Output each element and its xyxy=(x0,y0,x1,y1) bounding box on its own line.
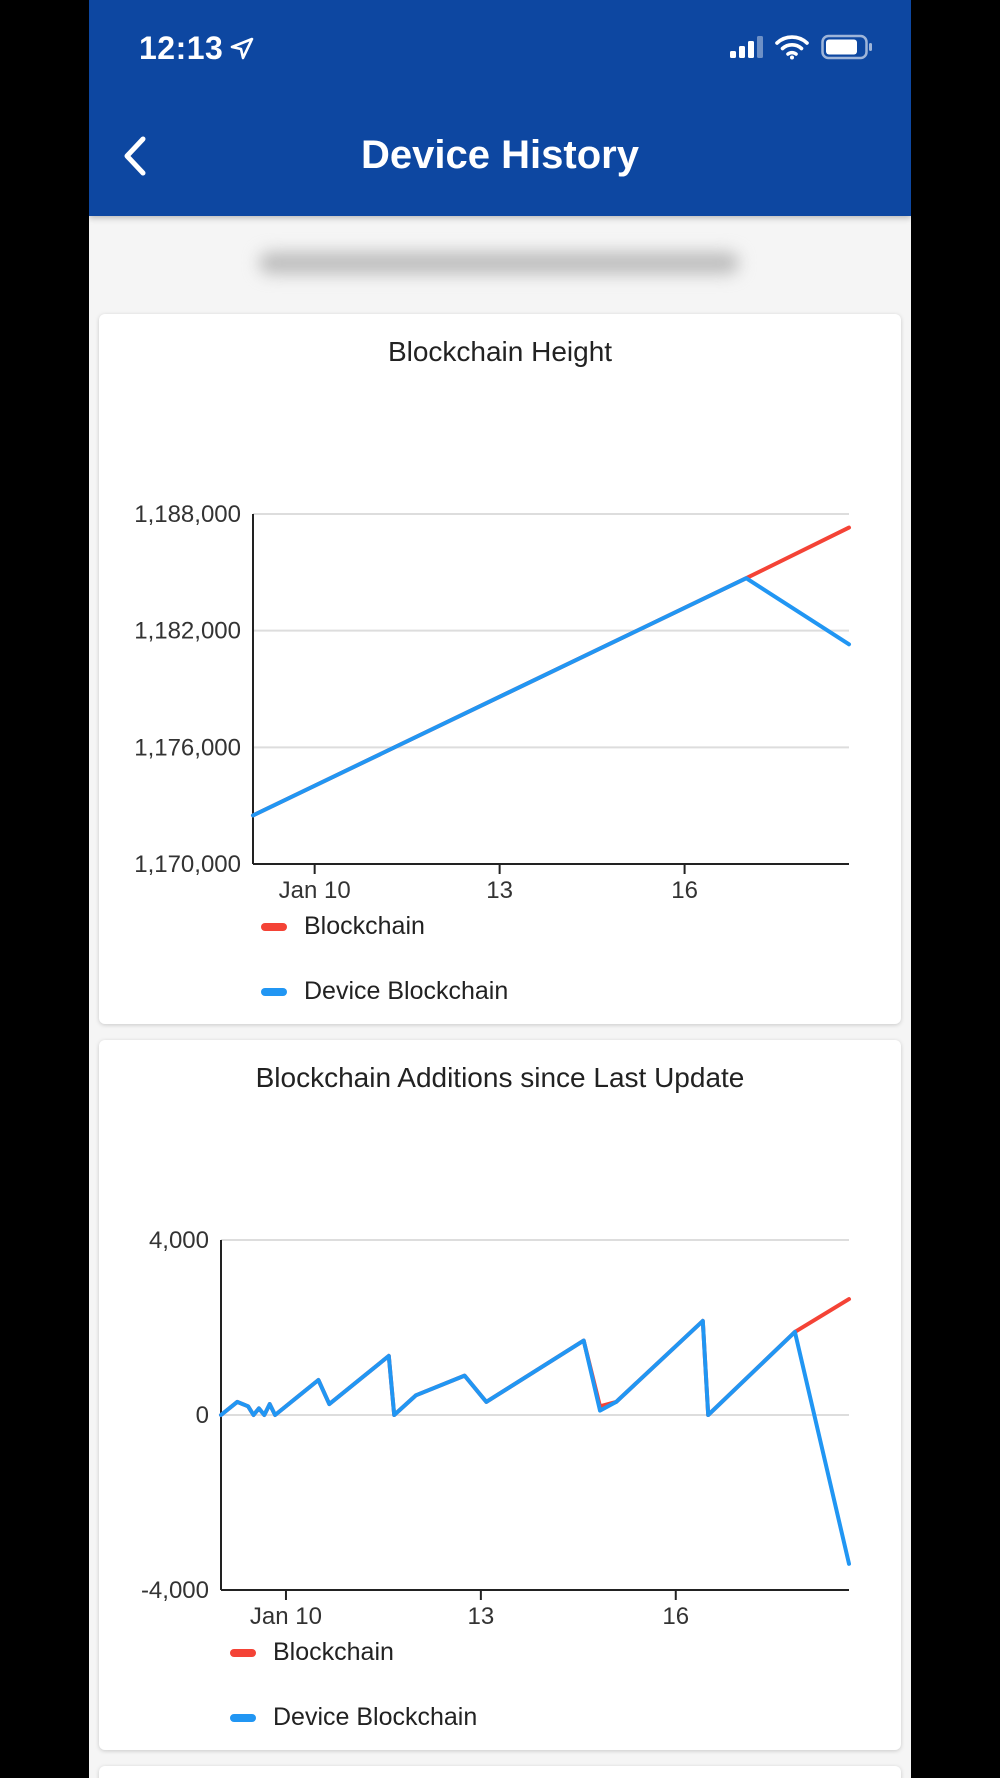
x-tick-label: 13 xyxy=(468,1603,495,1630)
legend-label: Blockchain xyxy=(273,1638,394,1666)
series-line-device-blockchain xyxy=(219,1318,851,1566)
redacted-device-name xyxy=(259,252,739,274)
legend-label: Device Blockchain xyxy=(304,977,509,1005)
legend-item-device-blockchain: Device Blockchain xyxy=(261,977,508,1006)
series-line-blockchain xyxy=(219,1297,851,1417)
legend-swatch xyxy=(230,1648,256,1657)
chart-card-blockchain-height: Blockchain Height 1,170,000 1,176,000 1,18… xyxy=(99,314,901,1024)
x-tick-label: Jan 10 xyxy=(250,1603,322,1630)
blockchain-additions-chart: -4,000 0 4,000 Jan 10 13 16 xyxy=(141,1227,851,1630)
legend-item-blockchain: Blockchain xyxy=(230,1638,394,1667)
y-tick-label: -4,000 xyxy=(141,1577,209,1604)
page-title: Device History xyxy=(361,133,639,177)
legend-label: Device Blockchain xyxy=(273,1703,478,1731)
y-tick-label: 1,182,000 xyxy=(134,618,241,645)
legend-swatch xyxy=(230,1713,256,1722)
blockchain-height-chart: 1,170,000 1,176,000 1,182,000 1,188,000 Jan … xyxy=(134,501,851,904)
chart-title: Blockchain Height xyxy=(387,336,613,367)
app-bar: 12:13 Devic xyxy=(89,0,911,216)
legend-swatch xyxy=(261,922,287,931)
y-tick-label: 0 xyxy=(196,1402,209,1429)
y-tick-label: 1,170,000 xyxy=(134,851,241,878)
chevron-left-icon xyxy=(124,136,146,176)
y-tick-label: 1,188,000 xyxy=(134,501,241,528)
status-icons xyxy=(729,34,873,60)
x-tick-label: 13 xyxy=(486,877,513,904)
x-tick-label: 16 xyxy=(671,877,698,904)
x-tick-label: 16 xyxy=(662,1603,689,1630)
signal-icon xyxy=(730,36,763,58)
x-tick-label: Jan 10 xyxy=(279,877,351,904)
phone-screen: 12:13 Devic xyxy=(89,0,911,1778)
legend-item-blockchain: Blockchain xyxy=(261,912,425,941)
legend-item-device-blockchain: Device Blockchain xyxy=(230,1703,477,1732)
legend-label: Blockchain xyxy=(304,912,425,940)
chart-title: Blockchain Additions since Last Update xyxy=(255,1062,745,1093)
legend-swatch xyxy=(261,987,287,996)
next-card-peek xyxy=(99,1766,901,1778)
status-time: 12:13 xyxy=(139,30,224,66)
location-arrow-icon xyxy=(230,37,254,60)
chart-card-blockchain-additions: Blockchain Additions since Last Update -… xyxy=(99,1040,901,1750)
battery-icon xyxy=(821,34,872,60)
wifi-icon xyxy=(775,35,809,60)
series-line-device-blockchain xyxy=(251,576,851,818)
y-tick-label: 4,000 xyxy=(149,1227,209,1254)
y-tick-label: 1,176,000 xyxy=(134,734,241,761)
back-button[interactable] xyxy=(109,128,165,184)
